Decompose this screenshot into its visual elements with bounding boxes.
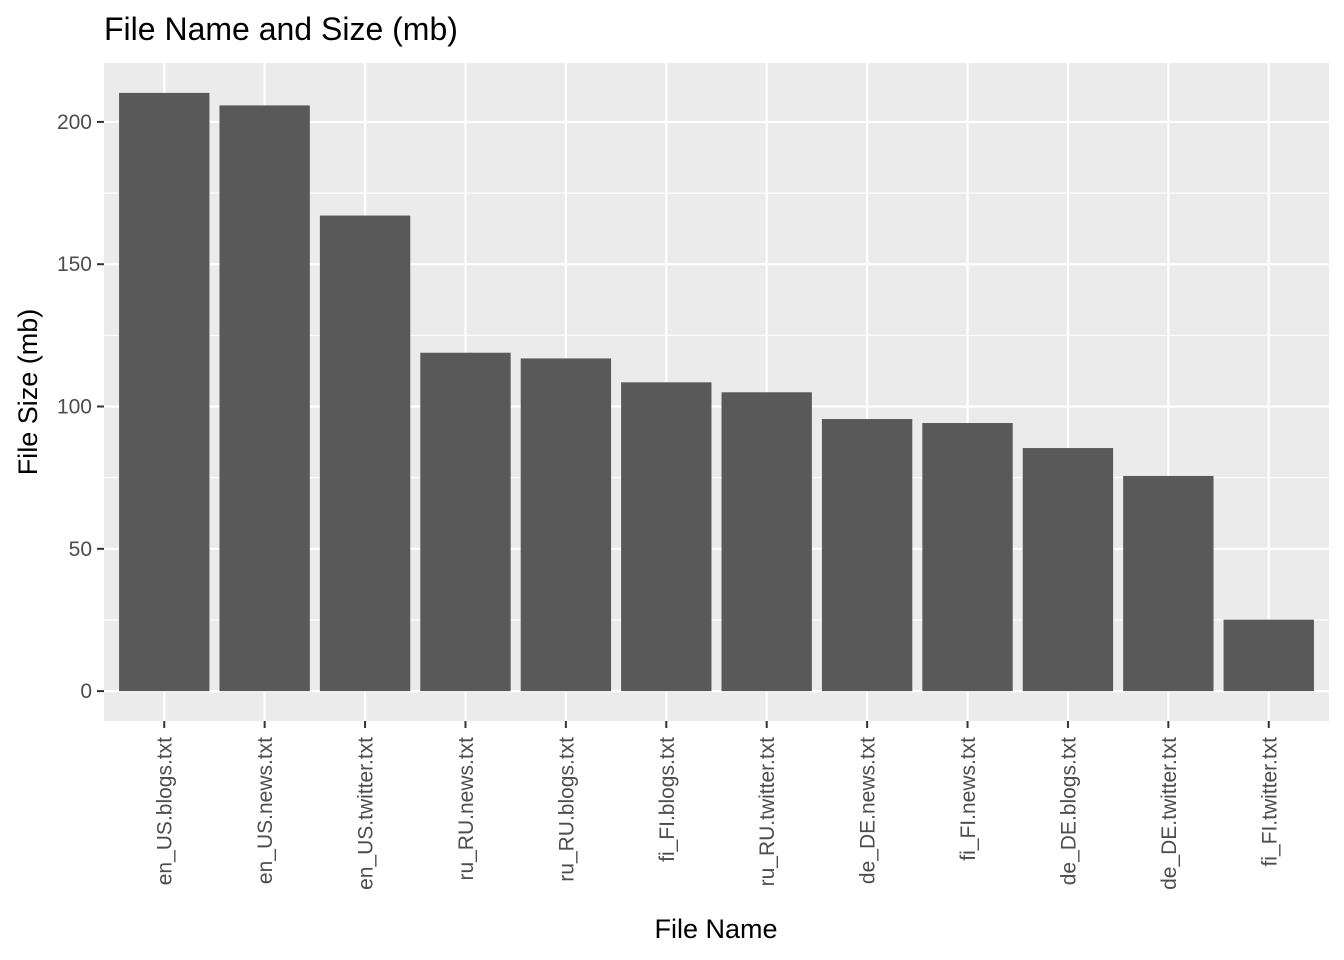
y-tick-label: 200 [57, 111, 92, 134]
bar-de_DE.twitter.txt [1123, 475, 1214, 692]
x-tick-label: en_US.blogs.txt [154, 737, 177, 885]
bar-en_US.twitter.txt [319, 215, 411, 692]
x-axis-title: File Name [654, 914, 777, 944]
bar-ru_RU.news.txt [420, 352, 511, 692]
y-axis-title: File Size (mb) [13, 309, 43, 476]
x-tick-label: en_US.twitter.txt [355, 737, 378, 890]
x-tick-label: fi_FI.twitter.txt [1258, 737, 1281, 867]
x-tick-label: fi_FI.blogs.txt [656, 737, 679, 862]
x-tick-label: en_US.news.txt [254, 737, 277, 884]
y-tick-label: 50 [69, 538, 92, 561]
chart-title: File Name and Size (mb) [104, 11, 458, 47]
x-axis: en_US.blogs.txt en_US.news.txt en_US.twitt… [154, 721, 1281, 890]
bar-de_DE.news.txt [821, 419, 913, 692]
bar-fi_FI.twitter.txt [1223, 619, 1314, 692]
x-tick-label: de_DE.news.txt [857, 737, 880, 884]
bars [119, 92, 1314, 692]
bar-ru_RU.twitter.txt [721, 392, 812, 692]
y-tick-label: 100 [57, 396, 92, 419]
x-tick-label: ru_RU.blogs.txt [555, 737, 578, 882]
x-tick-label: ru_RU.news.txt [455, 737, 478, 881]
bar-fi_FI.blogs.txt [621, 382, 712, 692]
x-tick-label: de_DE.twitter.txt [1158, 737, 1181, 890]
bar-ru_RU.blogs.txt [520, 358, 612, 692]
bar-fi_FI.news.txt [922, 423, 1013, 692]
bar-en_US.news.txt [219, 105, 310, 692]
x-tick-label: de_DE.blogs.txt [1057, 737, 1080, 885]
y-axis: 0 50 100 150 200 [57, 111, 104, 703]
bar-de_DE.blogs.txt [1022, 448, 1114, 692]
x-tick-label: ru_RU.twitter.txt [756, 737, 779, 887]
y-tick-label: 150 [57, 253, 92, 276]
x-tick-label: fi_FI.news.txt [957, 737, 980, 861]
y-tick-label: 0 [80, 680, 92, 703]
bar-en_US.blogs.txt [119, 92, 210, 692]
